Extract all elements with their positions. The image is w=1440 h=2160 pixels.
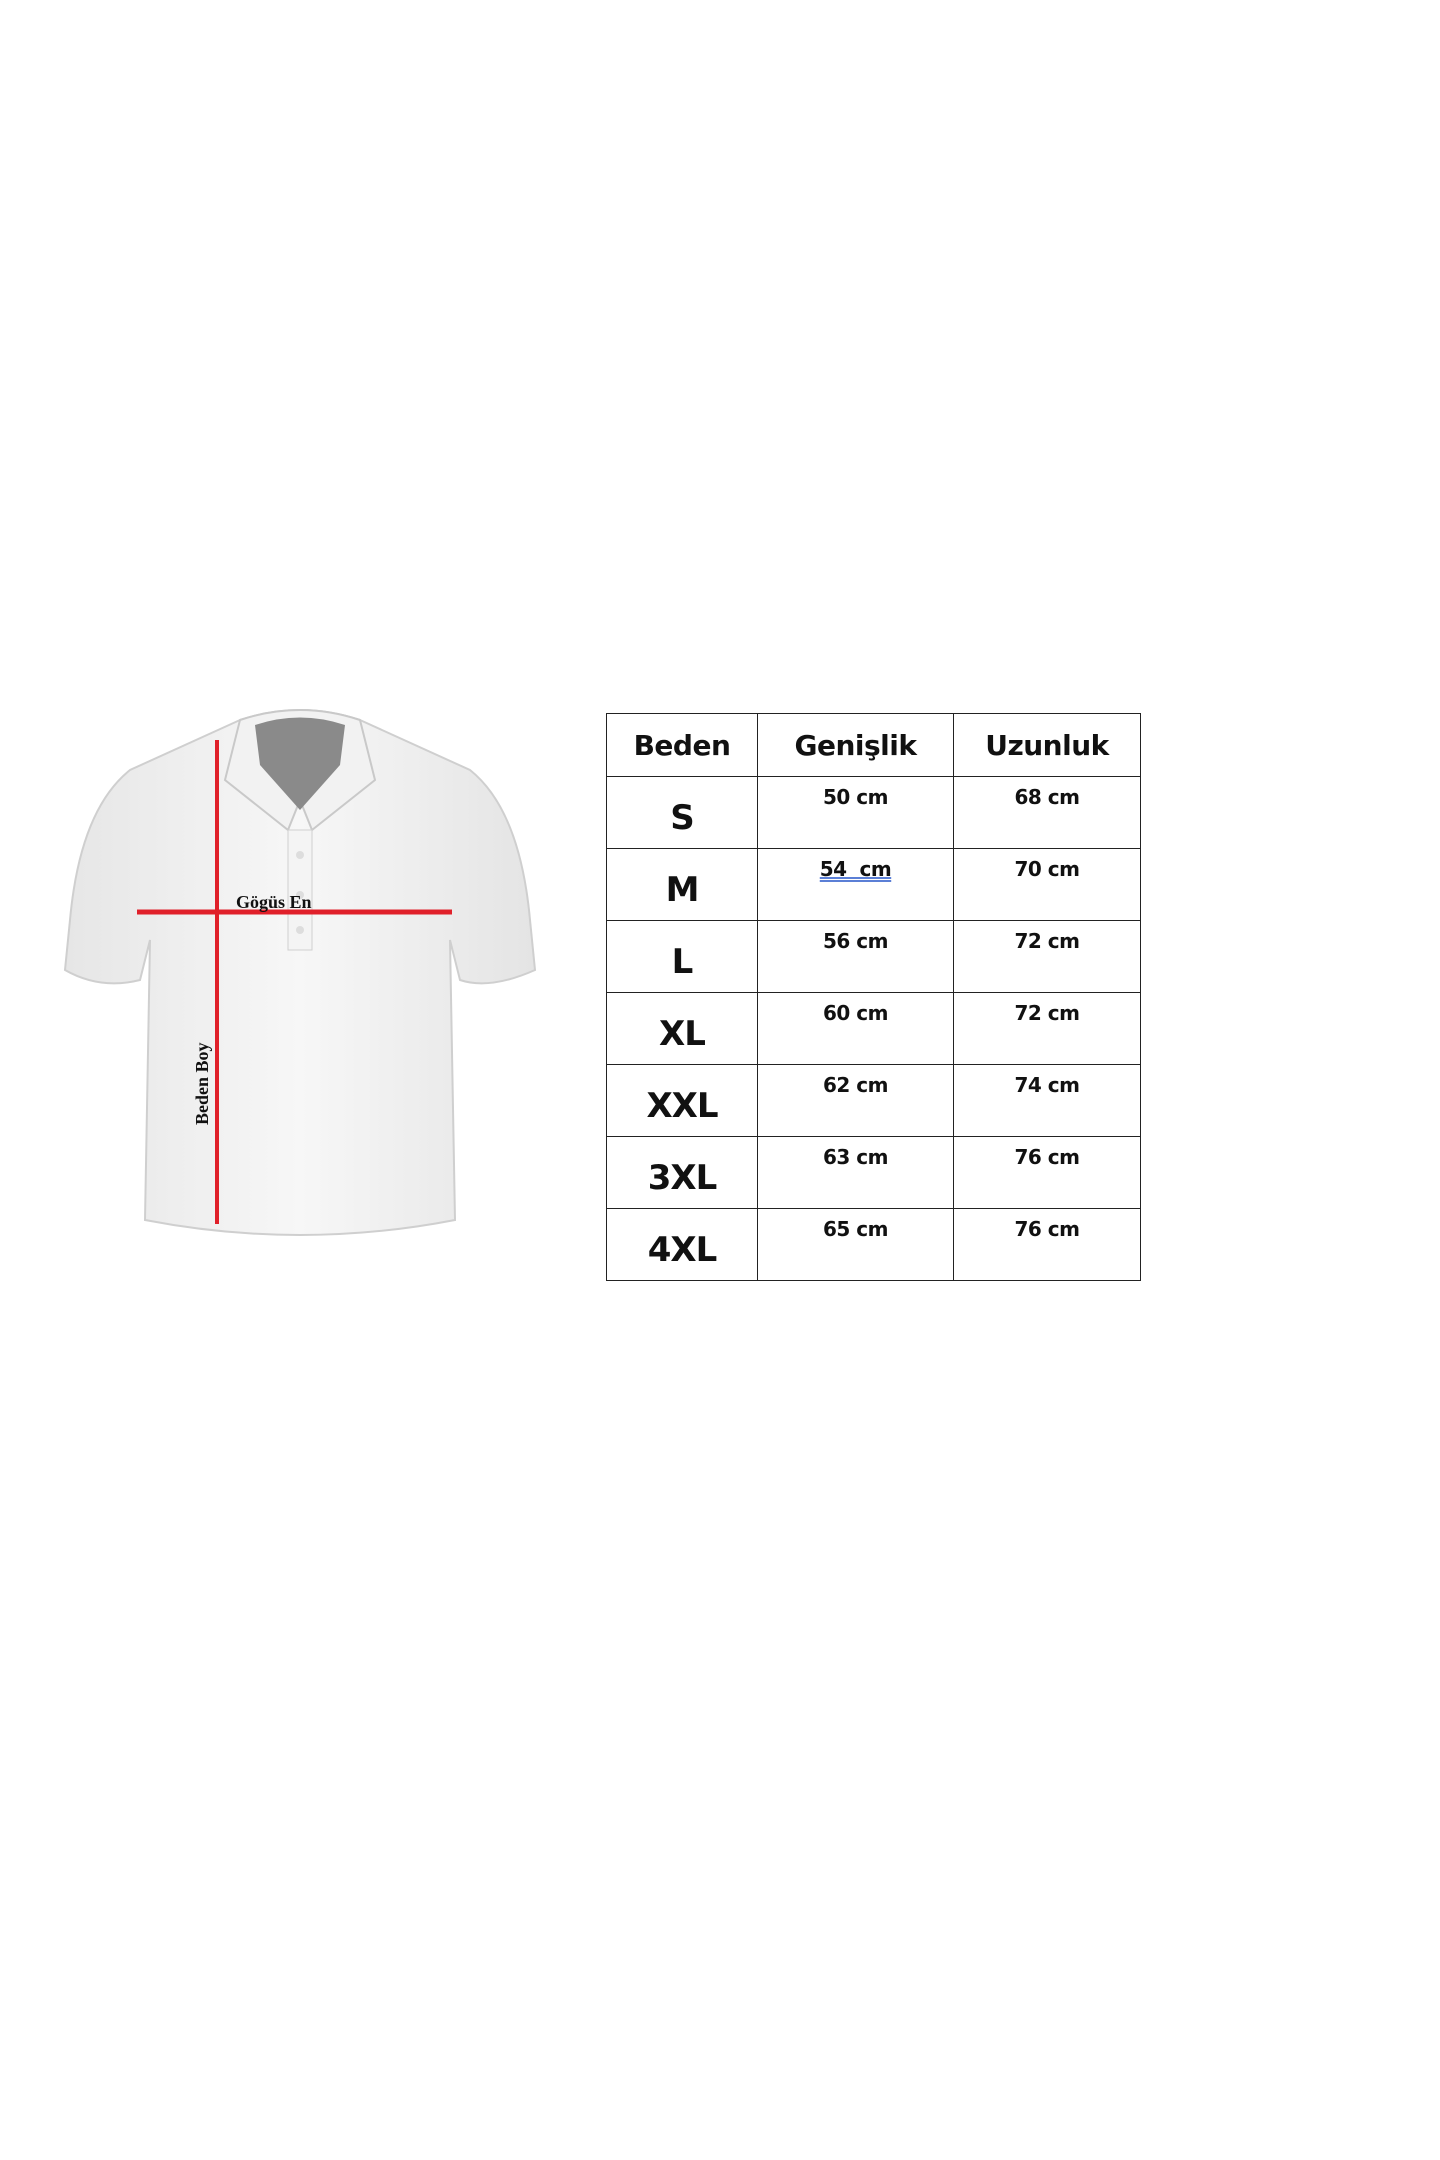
width-value: 62 cm — [823, 1073, 889, 1097]
length-value: 72 cm — [1014, 1001, 1081, 1025]
cell-length: 72 cm — [953, 992, 1141, 1065]
length-value: 72 cm — [1014, 929, 1081, 953]
table-row: 4XL 65 cm 76 cm — [606, 1208, 1141, 1281]
table-row: M 54 cm 70 cm — [606, 848, 1141, 921]
size-value: 4XL — [647, 1229, 718, 1270]
width-value: 54 cm — [819, 857, 892, 881]
cell-length: 76 cm — [953, 1208, 1141, 1281]
length-value: 74 cm — [1014, 1073, 1081, 1097]
width-value: 63 cm — [823, 1145, 889, 1169]
cell-width: 63 cm — [757, 1136, 954, 1209]
header-width: Genişlik — [757, 713, 954, 777]
length-value: 76 cm — [1014, 1217, 1081, 1241]
size-value: XL — [659, 1013, 706, 1054]
cell-width: 60 cm — [757, 992, 954, 1065]
cell-size: XXL — [606, 1064, 758, 1137]
width-value: 65 cm — [823, 1217, 889, 1241]
length-value: 68 cm — [1014, 785, 1081, 809]
width-value: 56 cm — [823, 929, 889, 953]
table-row: S 50 cm 68 cm — [606, 776, 1141, 849]
table-header-row: Beden Genişlik Uzunluk — [606, 713, 1141, 777]
size-chart-table: Beden Genişlik Uzunluk S 50 cm 68 cm M 54 cm… — [606, 713, 1141, 1281]
table-row: XXL 62 cm 74 cm — [606, 1064, 1141, 1137]
width-value: 60 cm — [823, 1001, 889, 1025]
header-length: Uzunluk — [953, 713, 1141, 777]
size-value: XXL — [646, 1085, 718, 1126]
cell-length: 72 cm — [953, 920, 1141, 993]
cell-size: 4XL — [606, 1208, 758, 1281]
length-label: Beden Boy — [192, 1042, 212, 1125]
width-value: 50 cm — [823, 785, 889, 809]
cell-width: 54 cm — [757, 848, 954, 921]
cell-size: S — [606, 776, 758, 849]
cell-size: L — [606, 920, 758, 993]
chest-label: Gögüs En — [236, 892, 312, 912]
size-value: L — [671, 941, 694, 982]
cell-length: 70 cm — [953, 848, 1141, 921]
header-size: Beden — [606, 713, 758, 777]
cell-width: 65 cm — [757, 1208, 954, 1281]
length-value: 76 cm — [1014, 1145, 1081, 1169]
polo-shirt-diagram: Gögüs En Beden Boy — [63, 709, 537, 1236]
length-value: 70 cm — [1014, 857, 1081, 881]
cell-length: 74 cm — [953, 1064, 1141, 1137]
cell-width: 56 cm — [757, 920, 954, 993]
cell-width: 62 cm — [757, 1064, 954, 1137]
table-row: 3XL 63 cm 76 cm — [606, 1136, 1141, 1209]
cell-length: 76 cm — [953, 1136, 1141, 1209]
size-value: M — [665, 869, 700, 910]
cell-size: 3XL — [606, 1136, 758, 1209]
cell-size: XL — [606, 992, 758, 1065]
size-value: 3XL — [647, 1157, 718, 1198]
shirt-body — [63, 709, 537, 1236]
size-value: S — [670, 797, 694, 838]
cell-length: 68 cm — [953, 776, 1141, 849]
table-row: L 56 cm 72 cm — [606, 920, 1141, 993]
table-row: XL 60 cm 72 cm — [606, 992, 1141, 1065]
cell-size: M — [606, 848, 758, 921]
cell-width: 50 cm — [757, 776, 954, 849]
